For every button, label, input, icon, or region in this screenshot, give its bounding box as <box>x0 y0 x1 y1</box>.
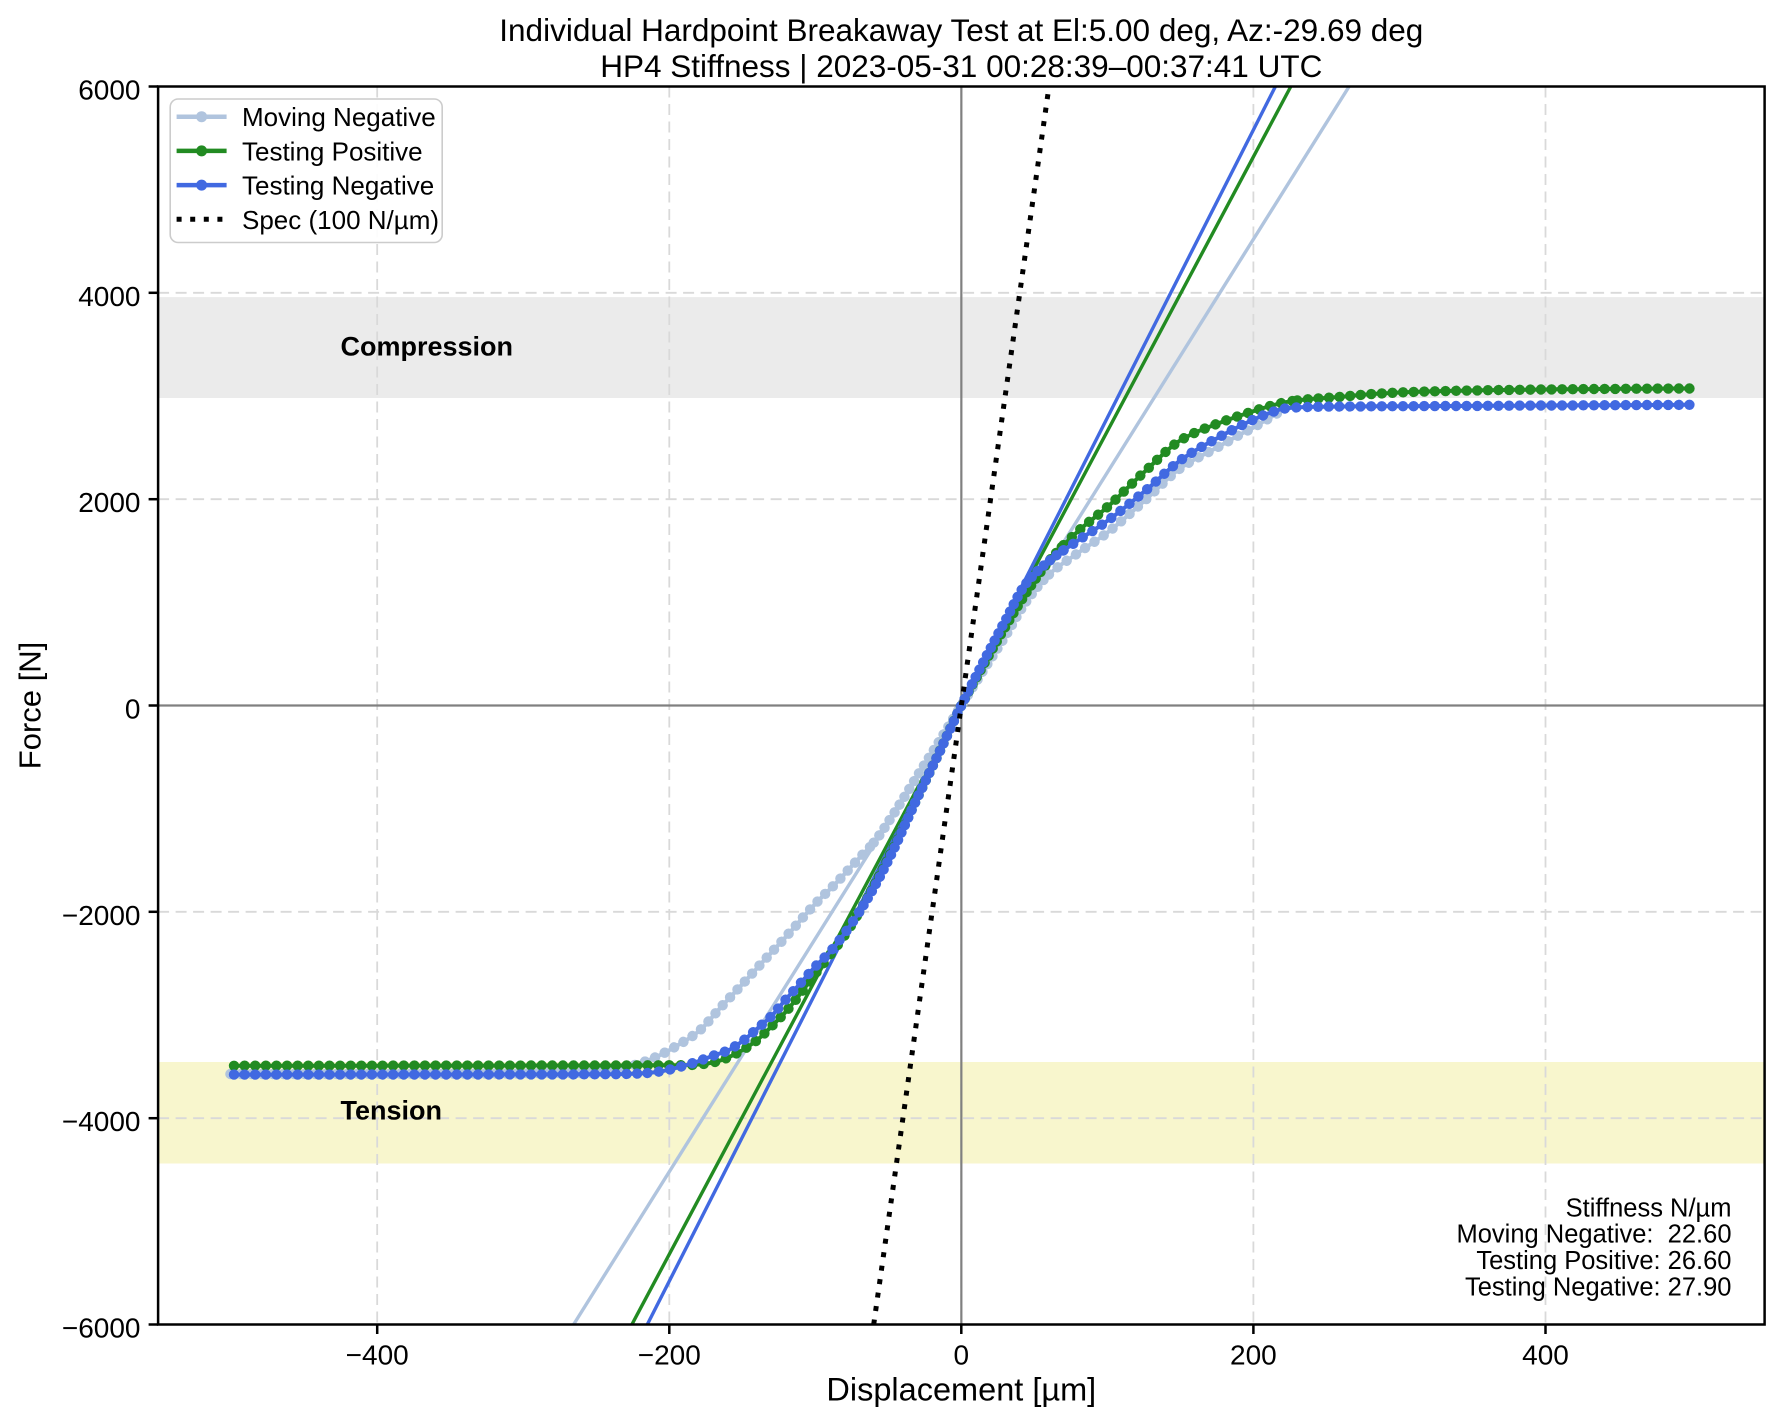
svg-text:−6000: −6000 <box>62 1313 141 1344</box>
svg-text:Tension: Tension <box>341 1096 443 1126</box>
svg-text:0: 0 <box>125 694 141 725</box>
svg-text:2000: 2000 <box>78 487 140 518</box>
svg-text:Force [N]: Force [N] <box>13 642 48 769</box>
svg-text:Displacement [µm]: Displacement [µm] <box>826 1372 1096 1408</box>
svg-text:Testing Positive: 26.60: Testing Positive: 26.60 <box>1476 1247 1731 1275</box>
svg-text:Testing Negative: Testing Negative <box>242 171 434 201</box>
svg-text:Moving Negative: Moving Negative <box>242 102 436 132</box>
svg-text:Moving Negative: 22.60: Moving Negative: 22.60 <box>1457 1221 1732 1249</box>
svg-text:0: 0 <box>954 1340 970 1371</box>
svg-text:4000: 4000 <box>78 281 140 312</box>
svg-text:Stiffness N/µm: Stiffness N/µm <box>1566 1194 1732 1222</box>
svg-text:HP4 Stiffness | 2023-05-31 00:: HP4 Stiffness | 2023-05-31 00:28:39–00:3… <box>600 48 1322 84</box>
svg-text:6000: 6000 <box>78 75 140 106</box>
svg-text:Compression: Compression <box>341 332 514 362</box>
svg-text:−2000: −2000 <box>62 900 141 931</box>
svg-text:−400: −400 <box>346 1340 409 1371</box>
svg-text:Individual Hardpoint Breakaway: Individual Hardpoint Breakaway Test at E… <box>499 12 1423 48</box>
svg-text:400: 400 <box>1522 1340 1569 1371</box>
svg-text:Testing Positive: Testing Positive <box>242 136 423 166</box>
svg-text:−200: −200 <box>638 1340 701 1371</box>
svg-text:Spec (100 N/µm): Spec (100 N/µm) <box>242 205 439 235</box>
svg-text:200: 200 <box>1230 1340 1277 1371</box>
svg-text:−4000: −4000 <box>62 1106 141 1137</box>
svg-text:Testing Negative: 27.90: Testing Negative: 27.90 <box>1465 1273 1732 1301</box>
